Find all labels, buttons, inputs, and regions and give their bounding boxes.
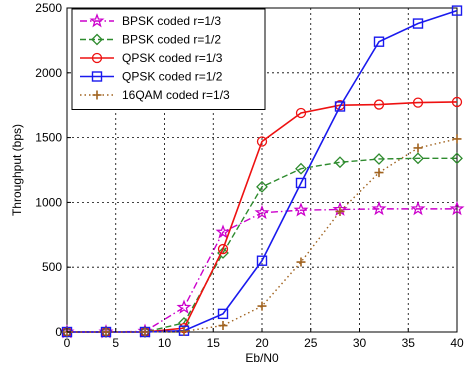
data-point-star — [293, 202, 309, 217]
y-axis-label: Throughput (bps) — [10, 124, 24, 216]
series-line — [67, 208, 457, 333]
data-point-plus — [101, 327, 111, 337]
data-point-circle — [91, 52, 103, 64]
data-point-circle — [373, 99, 385, 110]
x-tick-label: 10 — [158, 336, 172, 350]
data-point-square — [412, 18, 424, 29]
series-5 — [62, 134, 462, 337]
data-point-plus — [218, 321, 228, 331]
data-point-square — [217, 308, 229, 320]
legend-label: BPSK coded r=1/2 — [122, 33, 221, 47]
legend-entry: 16QAM coded r=1/3 — [80, 88, 230, 102]
data-point-star — [449, 201, 465, 216]
legend-label: BPSK coded r=1/3 — [122, 14, 221, 28]
data-point-square — [91, 71, 103, 82]
legend-entry: BPSK coded r=1/3 — [80, 13, 221, 28]
x-axis-label: Eb/N0 — [245, 351, 279, 365]
data-point-diamond — [412, 152, 424, 165]
data-point-plus — [257, 301, 267, 311]
y-tick-label: 1500 — [35, 131, 62, 145]
data-point-plus — [374, 168, 384, 178]
data-point-diamond — [217, 247, 229, 259]
data-point-plus — [296, 257, 306, 267]
data-point-diamond — [373, 153, 385, 165]
data-point-star — [215, 224, 231, 239]
legend-entry: QPSK coded r=1/2 — [80, 70, 223, 84]
data-point-diamond — [334, 156, 346, 169]
data-point-square — [295, 177, 307, 189]
data-point-plus — [452, 134, 462, 144]
data-point-diamond — [451, 152, 463, 165]
data-point-star — [89, 13, 105, 28]
data-point-star — [410, 201, 426, 216]
legend-box — [71, 8, 266, 110]
legend-label: QPSK coded r=1/2 — [122, 70, 223, 84]
y-tick-label: 2500 — [35, 1, 62, 15]
legend-entry: BPSK coded r=1/2 — [80, 33, 221, 47]
data-point-star — [371, 201, 387, 216]
y-tick-label: 1000 — [35, 195, 62, 209]
data-point-plus — [179, 326, 189, 336]
data-point-square — [373, 36, 385, 47]
x-tick-label: 30 — [353, 336, 367, 350]
x-tick-label: 40 — [450, 336, 464, 350]
x-tick-label: 25 — [304, 336, 318, 350]
data-point-square — [334, 101, 346, 112]
x-tick-label: 35 — [402, 336, 416, 350]
data-point-diamond — [256, 180, 268, 193]
data-point-plus — [335, 206, 345, 216]
data-point-circle — [412, 97, 424, 108]
data-point-diamond — [295, 162, 307, 175]
legend: BPSK coded r=1/3 BPSK coded r=1/2 QPSK cod… — [71, 8, 266, 110]
data-point-diamond — [91, 33, 103, 46]
data-point-plus — [413, 143, 423, 153]
data-point-circle — [451, 96, 463, 108]
data-point-circle — [295, 107, 307, 119]
legend-entry: QPSK coded r=1/3 — [80, 51, 223, 65]
data-point-square — [256, 255, 268, 266]
data-point-plus — [92, 90, 102, 100]
data-point-circle — [256, 136, 268, 147]
legend-label: QPSK coded r=1/3 — [122, 51, 223, 65]
y-tick-label: 0 — [55, 325, 62, 339]
legend-label: 16QAM coded r=1/3 — [122, 88, 230, 102]
y-tick-label: 2000 — [35, 66, 62, 80]
axis-ticks: 0 5 10 15 20 25 30 35 40 0 500 1000 1500 2000 2500 — [35, 1, 464, 350]
data-point-star — [176, 299, 192, 314]
data-point-square — [451, 5, 463, 16]
x-tick-label: 0 — [64, 336, 71, 350]
y-tick-label: 500 — [42, 260, 62, 274]
x-tick-label: 5 — [112, 336, 119, 350]
series-layer — [59, 5, 465, 339]
data-point-circle — [217, 243, 229, 255]
data-point-plus — [140, 327, 150, 337]
data-point-star — [254, 204, 270, 220]
x-tick-label: 20 — [255, 336, 269, 350]
x-tick-label: 15 — [207, 336, 221, 350]
series-line — [67, 9, 458, 333]
